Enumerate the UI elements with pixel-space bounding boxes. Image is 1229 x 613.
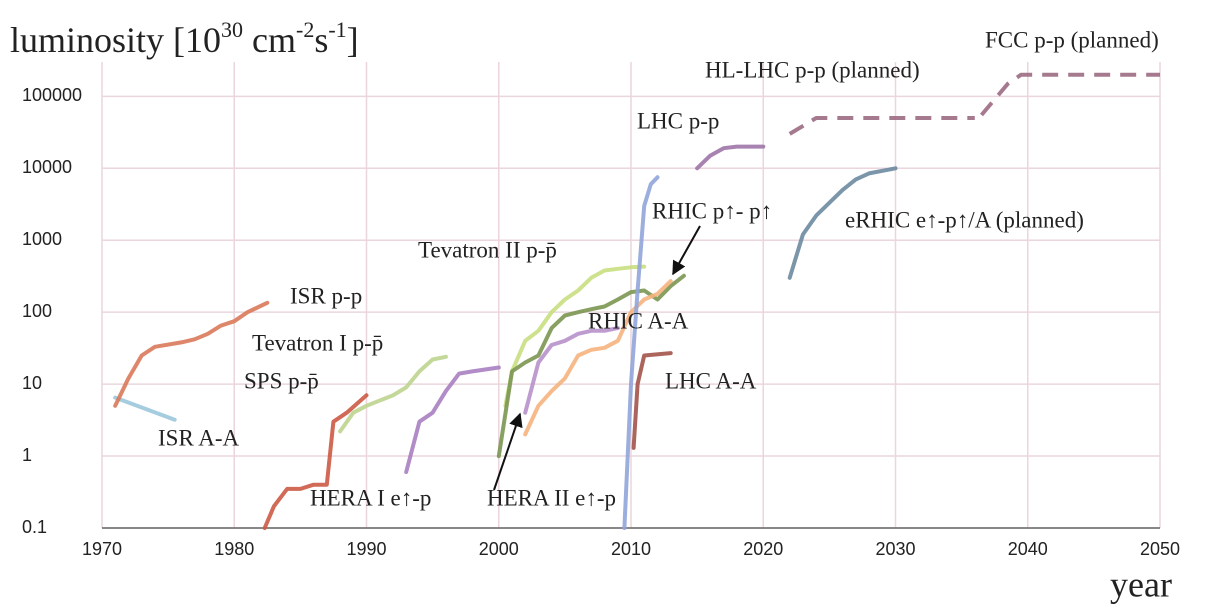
series-line bbox=[979, 72, 1160, 117]
y-axis-title-part: cm bbox=[243, 20, 296, 60]
y-axis-title-part: luminosity [10 bbox=[10, 20, 221, 60]
y-tick-label: 1000 bbox=[22, 229, 62, 249]
y-tick-label: 1 bbox=[22, 445, 32, 465]
series-label: FCC p-p (planned) bbox=[985, 27, 1159, 52]
x-tick-label: 2040 bbox=[1008, 539, 1048, 559]
series-label: ISR p-p bbox=[290, 283, 362, 308]
series-label: Tevatron I p-p̄ bbox=[252, 330, 383, 355]
x-tick-label: 2020 bbox=[743, 539, 783, 559]
lines bbox=[113, 72, 1160, 530]
arrow bbox=[672, 225, 701, 276]
series-label: RHIC A-A bbox=[588, 308, 689, 333]
y-axis-title-part: ] bbox=[347, 20, 359, 60]
series-line bbox=[338, 354, 448, 434]
series-line bbox=[787, 166, 898, 280]
y-axis-title-part: -1 bbox=[328, 17, 346, 42]
series-label: RHIC p↑- p↑ bbox=[652, 198, 772, 223]
y-tick-label: 0.1 bbox=[22, 517, 47, 537]
series-line bbox=[523, 326, 620, 415]
y-tick-label: 100 bbox=[22, 301, 52, 321]
series-label: LHC A-A bbox=[665, 368, 757, 393]
y-axis-title-part: 30 bbox=[221, 17, 243, 42]
arrow bbox=[493, 412, 523, 491]
series-label: ISR A-A bbox=[158, 425, 240, 450]
series-label: LHC p-p bbox=[637, 108, 719, 133]
x-tick-label: 2030 bbox=[875, 539, 915, 559]
y-axis-title: luminosity [1030 cm-2s-1] bbox=[10, 17, 359, 60]
series-line bbox=[503, 264, 647, 408]
series-line bbox=[788, 116, 975, 136]
series-label: Tevatron II p-p̄ bbox=[418, 237, 557, 262]
y-axis-title-part: -2 bbox=[296, 17, 314, 42]
series-label: HL-LHC p-p (planned) bbox=[705, 57, 920, 82]
x-axis-title: year bbox=[1110, 564, 1172, 604]
y-tick-label: 100000 bbox=[22, 85, 82, 105]
x-tick-label: 2010 bbox=[611, 539, 651, 559]
series-line bbox=[113, 395, 177, 422]
series-label: HERA I e↑-p bbox=[310, 485, 431, 510]
x-tick-label: 2000 bbox=[479, 539, 519, 559]
series-line bbox=[113, 300, 270, 408]
y-axis-title-part: s bbox=[314, 20, 328, 60]
y-tick-label: 10 bbox=[22, 373, 42, 393]
x-tick-label: 1990 bbox=[346, 539, 386, 559]
series-line bbox=[695, 144, 766, 171]
series-line bbox=[523, 279, 673, 437]
y-tick-label: 10000 bbox=[22, 157, 72, 177]
series-line bbox=[631, 351, 673, 450]
series-label: eRHIC e↑-p↑/A (planned) bbox=[845, 207, 1084, 232]
x-tick-label: 1980 bbox=[214, 539, 254, 559]
series-line bbox=[262, 393, 369, 530]
grid: 0.1 1 10 100 1000 10000 100000 1970 1980 1990 2000… bbox=[22, 62, 1180, 559]
series-label: HERA II e↑-p bbox=[487, 485, 616, 510]
x-tick-label: 1970 bbox=[82, 539, 122, 559]
series-label: SPS p-p̄ bbox=[244, 368, 319, 393]
labels: ISR A-A ISR p-p SPS p-p̄ Tevatron I p-p̄ HER… bbox=[158, 27, 1159, 510]
series-line bbox=[622, 175, 660, 530]
series-line bbox=[404, 365, 501, 474]
x-tick-label: 2050 bbox=[1140, 539, 1180, 559]
